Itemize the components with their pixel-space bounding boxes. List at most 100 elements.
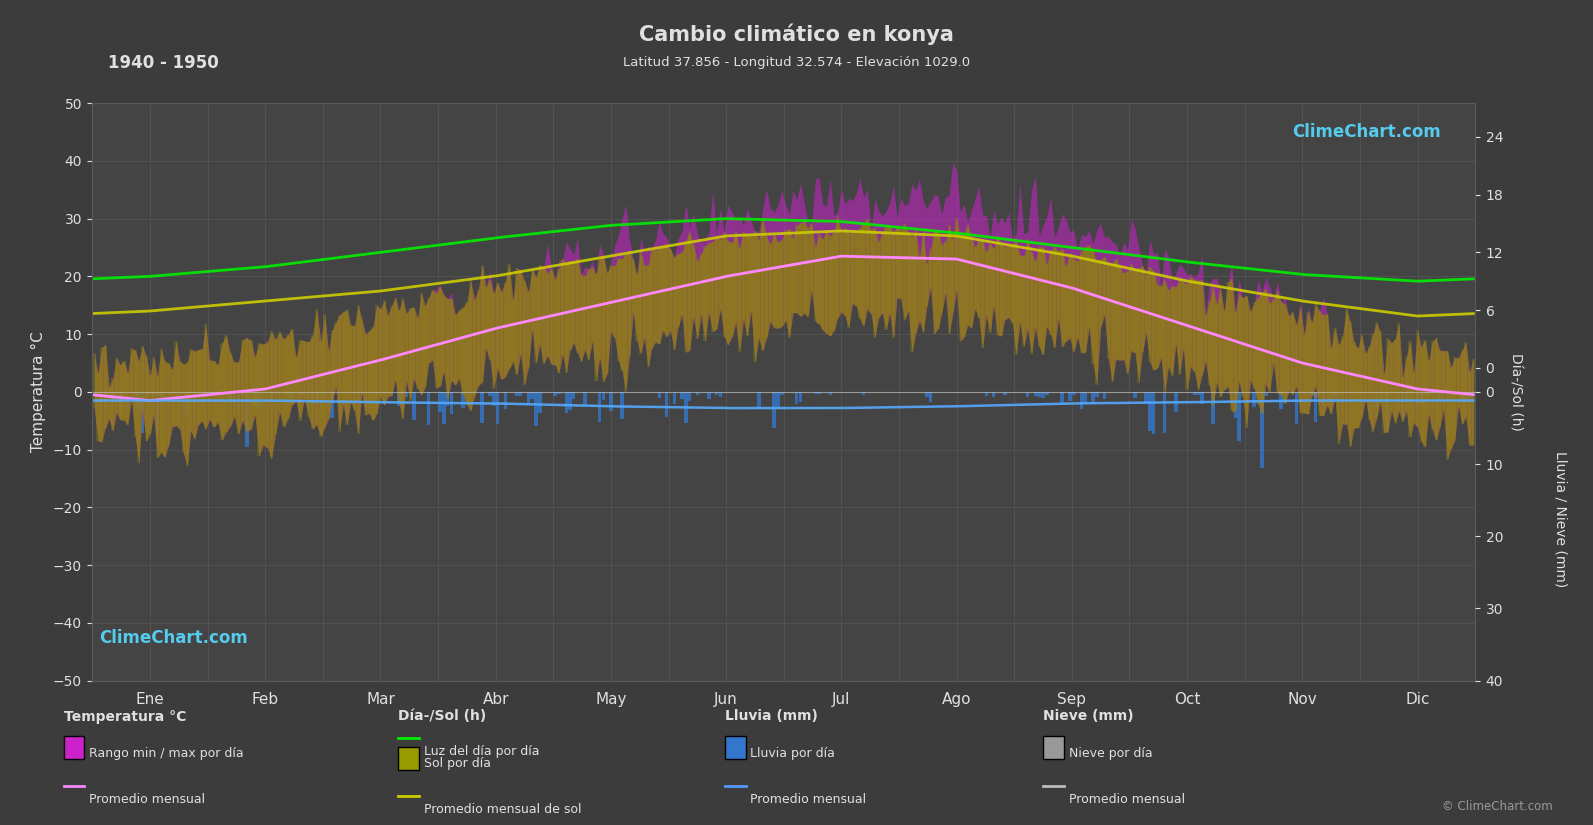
Bar (655, 250, 656, 342)
Bar (1306, 312, 1309, 414)
Text: Nieve por día: Nieve por día (1069, 747, 1152, 760)
Bar (1461, 351, 1464, 424)
Text: Latitud 37.856 - Longitud 32.574 - Elevación 1029.0: Latitud 37.856 - Longitud 32.574 - Eleva… (623, 56, 970, 69)
Bar (1168, 290, 1169, 367)
Bar (511, 299, 515, 362)
Bar (390, 392, 393, 396)
Bar (1419, 346, 1423, 441)
Bar (1029, 252, 1034, 354)
Bar (1416, 392, 1419, 411)
Bar (311, 336, 314, 429)
Bar (253, 357, 256, 415)
Bar (398, 310, 400, 403)
Bar (323, 392, 327, 398)
Bar (112, 392, 115, 395)
Bar (167, 363, 170, 446)
Bar (1037, 392, 1040, 397)
Bar (335, 322, 338, 388)
Bar (1453, 392, 1456, 396)
Bar (1413, 373, 1415, 423)
Bar (1185, 284, 1188, 390)
Bar (315, 392, 319, 399)
Bar (258, 343, 261, 455)
Bar (989, 244, 991, 332)
Bar (159, 392, 162, 397)
Bar (792, 238, 795, 313)
Bar (599, 258, 601, 359)
Bar (186, 362, 188, 466)
Bar (1053, 247, 1056, 348)
Bar (1121, 273, 1125, 360)
Bar (473, 300, 476, 396)
Bar (198, 350, 199, 425)
Bar (401, 392, 405, 396)
Bar (489, 280, 492, 360)
Bar (847, 233, 851, 328)
Bar (1325, 314, 1329, 406)
Bar (591, 267, 594, 342)
Bar (282, 339, 285, 427)
Bar (1080, 392, 1083, 409)
Bar (319, 342, 322, 436)
Bar (1012, 244, 1013, 323)
Bar (1372, 333, 1375, 431)
Bar (1045, 392, 1048, 395)
Bar (261, 344, 264, 446)
Bar (1295, 392, 1298, 425)
Text: ClimeChart.com: ClimeChart.com (1292, 123, 1440, 141)
Bar (1419, 392, 1423, 401)
Bar (1391, 342, 1392, 412)
Bar (814, 248, 817, 321)
Bar (1309, 392, 1314, 395)
Bar (1295, 324, 1298, 387)
Bar (1102, 392, 1106, 399)
Bar (115, 358, 118, 412)
Bar (237, 361, 241, 434)
Bar (159, 349, 162, 452)
Bar (201, 349, 204, 421)
Bar (776, 392, 779, 408)
Bar (1276, 291, 1279, 394)
Bar (1464, 392, 1467, 402)
Text: Promedio mensual: Promedio mensual (1069, 793, 1185, 806)
Bar (137, 361, 140, 463)
Bar (495, 283, 499, 369)
Text: © ClimeChart.com: © ClimeChart.com (1442, 800, 1553, 813)
Bar (1018, 255, 1021, 323)
Bar (862, 392, 865, 395)
Bar (1212, 289, 1214, 406)
Bar (1298, 309, 1301, 413)
Bar (800, 224, 801, 316)
Bar (438, 392, 441, 412)
Text: Sol por día: Sol por día (424, 757, 491, 771)
Bar (1246, 295, 1249, 428)
Bar (715, 238, 718, 329)
Bar (1303, 392, 1306, 394)
Bar (382, 300, 386, 405)
Bar (704, 247, 707, 342)
Bar (287, 392, 290, 396)
Bar (307, 342, 311, 417)
Bar (873, 228, 876, 337)
Bar (981, 241, 984, 348)
Bar (1360, 334, 1364, 418)
Bar (945, 241, 946, 294)
Bar (228, 352, 233, 427)
Bar (1257, 298, 1260, 404)
Bar (1290, 312, 1294, 394)
Bar (449, 299, 452, 381)
Bar (691, 245, 695, 318)
Bar (519, 392, 523, 396)
Bar (427, 298, 430, 363)
Bar (884, 225, 887, 330)
Bar (962, 234, 965, 337)
Bar (795, 392, 798, 403)
Bar (926, 392, 929, 398)
Bar (769, 244, 773, 322)
Bar (602, 257, 605, 382)
Bar (435, 293, 438, 389)
Bar (594, 274, 597, 381)
Bar (610, 265, 612, 332)
Bar (500, 291, 503, 380)
Bar (1196, 392, 1200, 394)
